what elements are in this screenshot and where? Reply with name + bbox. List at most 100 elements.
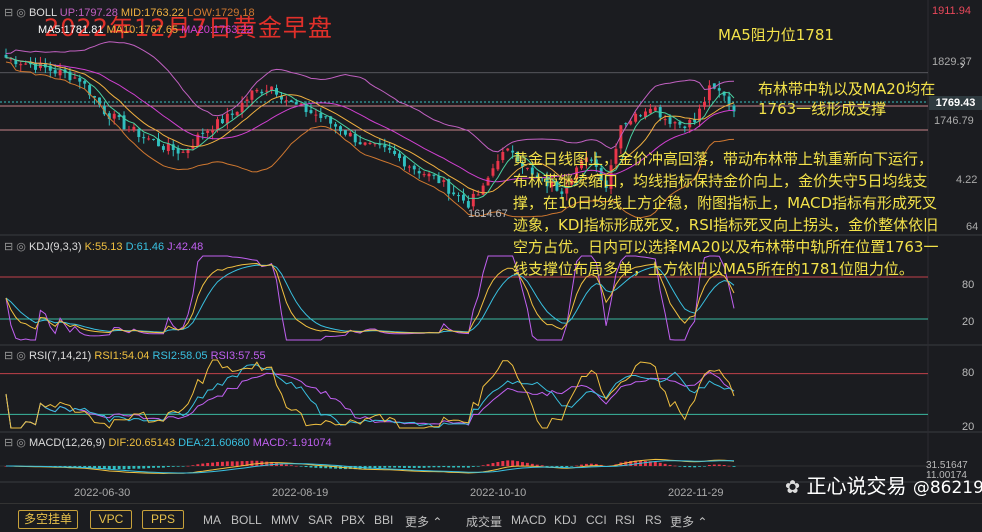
- settings-icon[interactable]: ◎: [16, 437, 26, 449]
- mmv-tab[interactable]: MMV: [271, 513, 299, 527]
- macd-histogram-bar: [304, 466, 308, 468]
- settings-icon[interactable]: ◎: [16, 241, 26, 253]
- macd-histogram-bar: [132, 466, 136, 469]
- settings-icon[interactable]: ◎: [16, 7, 26, 19]
- macd-histogram-bar: [521, 462, 524, 466]
- macd-histogram-bar: [117, 466, 121, 469]
- cci-tab[interactable]: CCI: [586, 513, 607, 527]
- vpc-button[interactable]: VPC: [90, 510, 132, 529]
- kdj-tab[interactable]: KDJ: [554, 513, 577, 527]
- candle-body: [648, 108, 652, 114]
- candle-body: [230, 113, 234, 115]
- candle-body: [727, 96, 731, 104]
- candle-body: [457, 195, 461, 197]
- macd-histogram-bar: [63, 466, 67, 467]
- macd-histogram-bar: [516, 461, 520, 466]
- support-note-line2: 1763一线形成支撑: [758, 100, 887, 118]
- candle-body: [245, 99, 249, 102]
- macd-histogram-bar: [698, 466, 702, 467]
- macd-histogram-bar: [668, 464, 672, 466]
- candle-body: [589, 159, 593, 161]
- macd-histogram-bar: [206, 462, 210, 466]
- macd-tab[interactable]: MACD: [511, 513, 547, 527]
- candle-body: [157, 138, 160, 147]
- more-main-indicators-button[interactable]: 更多 ⌃: [405, 515, 443, 529]
- candle-body: [216, 119, 219, 131]
- candle-body: [265, 90, 269, 92]
- watermark-handle: @8621937: [912, 478, 982, 498]
- collapse-icon[interactable]: ⊟: [4, 241, 14, 253]
- candle-body: [9, 58, 13, 60]
- pbx-tab[interactable]: PBX: [341, 513, 366, 527]
- boll-label: BOLL: [28, 7, 57, 19]
- rsi-axis-80: 80: [962, 367, 975, 379]
- candle-body: [501, 151, 505, 161]
- candle-body: [211, 130, 215, 133]
- macd-histogram-bar: [506, 460, 510, 466]
- collapse-icon[interactable]: ⊟: [4, 437, 14, 449]
- date-label: 2022-08-19: [272, 487, 329, 499]
- candle-body: [53, 70, 57, 74]
- macd-label: MACD(12,26,9): [28, 437, 106, 449]
- candle-body: [348, 132, 352, 137]
- candle-body: [383, 145, 387, 148]
- candle-body: [722, 91, 726, 96]
- candle-body: [142, 137, 146, 139]
- more-sub-indicators-button[interactable]: 更多 ⌃: [670, 515, 708, 529]
- macd-histogram-bar: [648, 461, 652, 466]
- long-short-order-button[interactable]: 多空挂单: [18, 510, 78, 529]
- macd-histogram-bar: [717, 464, 721, 466]
- candle-body: [88, 85, 92, 96]
- candle-body: [289, 100, 293, 103]
- volume-tab[interactable]: 成交量: [466, 515, 503, 529]
- pps-button[interactable]: PPS: [142, 510, 184, 529]
- macd-histogram-bar: [427, 466, 431, 468]
- kdj-axis-80: 80: [962, 279, 975, 291]
- collapse-icon[interactable]: ⊟: [4, 7, 14, 19]
- candle-body: [545, 176, 549, 187]
- indicator-toolbar: 多空挂单 VPC PPS MA BOLL MMV SAR PBX BBI 更多 …: [0, 503, 982, 532]
- sar-tab[interactable]: SAR: [308, 513, 333, 527]
- candle-body: [516, 151, 520, 162]
- price-partial2: 64: [966, 221, 979, 233]
- candle-body: [496, 161, 500, 170]
- candle-body: [732, 105, 736, 112]
- macd-histogram-bar: [501, 461, 505, 466]
- collapse-icon[interactable]: ⊟: [4, 350, 14, 362]
- boll-tab[interactable]: BOLL: [231, 513, 262, 527]
- chevron-right-icon[interactable]: ›: [960, 56, 965, 72]
- candle-body: [181, 151, 185, 153]
- candle-body: [437, 176, 441, 184]
- rs-tab[interactable]: RS: [645, 513, 662, 527]
- candle-body: [250, 90, 254, 100]
- candle-body: [525, 167, 529, 169]
- rsi-tab[interactable]: RSI: [615, 513, 636, 527]
- macd-histogram-bar: [688, 466, 692, 468]
- macd-histogram-bar: [388, 466, 392, 468]
- macd-histogram-bar: [294, 465, 298, 467]
- candle-body: [304, 104, 308, 113]
- ma-tab[interactable]: MA: [203, 513, 221, 527]
- candle-body: [471, 193, 475, 207]
- macd-legend: ⊟ ◎ MACD(12,26,9) DIF:20.65143 DEA:21.60…: [4, 436, 332, 449]
- macd-histogram-bar: [314, 466, 318, 468]
- macd-histogram-bar: [653, 461, 657, 466]
- settings-icon[interactable]: ◎: [16, 350, 26, 362]
- analysis-line: 迹象，KDJ指标形成死叉，RSI指标死叉向上拐头，金价整体依旧: [513, 216, 939, 234]
- candle-body: [604, 180, 608, 188]
- macd-histogram-bar: [309, 466, 313, 468]
- macd-histogram-bar: [417, 466, 421, 468]
- candle-body: [707, 85, 711, 101]
- kdj-j: J:42.48: [167, 241, 204, 253]
- bbi-tab[interactable]: BBI: [374, 513, 394, 527]
- rsi-legend: ⊟ ◎ RSI(7,14,21) RSI1:54.04 RSI2:58.05 R…: [4, 349, 266, 362]
- candle-body: [388, 147, 392, 150]
- macd-histogram-bar: [658, 462, 662, 466]
- macd-histogram-bar: [329, 466, 333, 469]
- candle-body: [614, 148, 618, 164]
- macd-histogram-bar: [535, 464, 539, 466]
- candle-body: [147, 138, 151, 140]
- macd-histogram-bar: [245, 461, 249, 466]
